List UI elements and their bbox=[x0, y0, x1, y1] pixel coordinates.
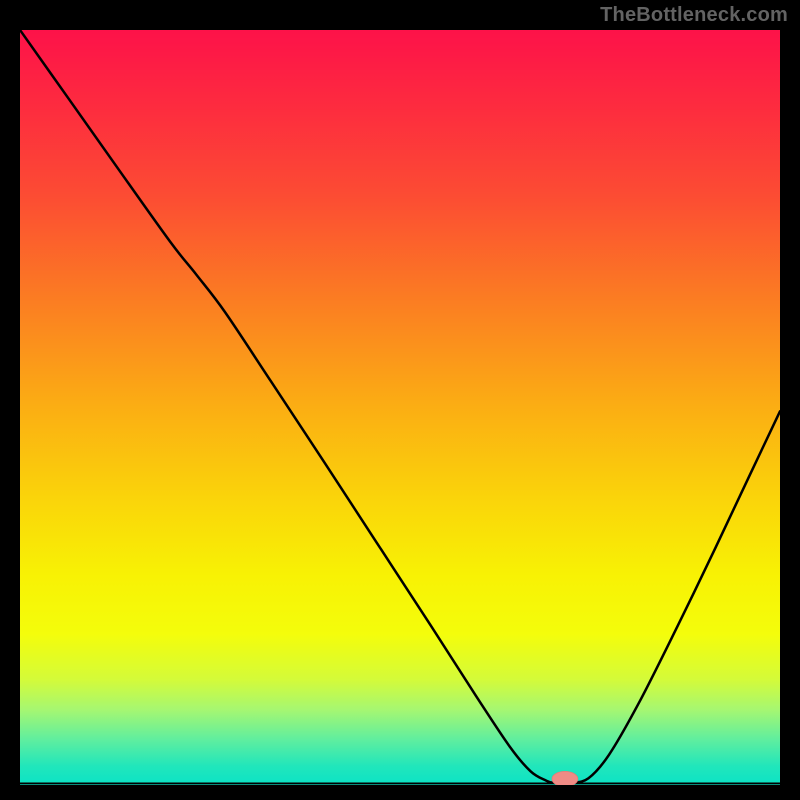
gradient-background bbox=[20, 30, 780, 785]
bottleneck-chart bbox=[20, 30, 780, 785]
watermark-text: TheBottleneck.com bbox=[600, 4, 788, 27]
chart-frame: TheBottleneck.com bbox=[0, 0, 800, 800]
optimal-marker bbox=[552, 771, 578, 785]
